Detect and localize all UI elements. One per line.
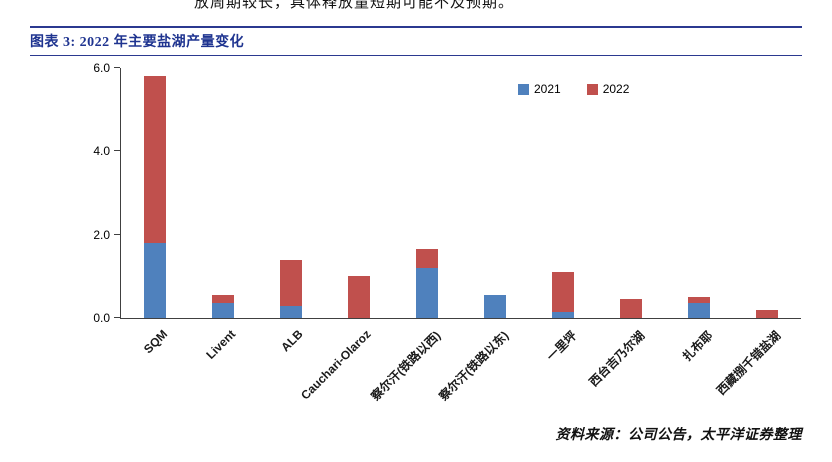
x-label-cell: 扎布耶	[664, 322, 732, 412]
x-axis-label: Livent	[203, 327, 238, 362]
legend-swatch-icon	[586, 83, 598, 95]
bar-segment-2021	[484, 295, 506, 318]
y-tick-label: 6.0	[93, 61, 110, 75]
x-label-cell: SQM	[120, 322, 188, 412]
body-text-line: 放周期较长，具体释放量短期可能不及预期。	[194, 0, 515, 11]
legend-item: 2022	[586, 82, 630, 96]
bar-stack	[620, 299, 642, 318]
source-note: 资料来源：公司公告，太平洋证券整理	[555, 428, 802, 443]
bar-column	[733, 68, 801, 318]
bar-segment-2021	[688, 303, 710, 318]
bar-column	[597, 68, 665, 318]
body-text-cropped: 放周期较长，具体释放量短期可能不及预期。	[194, 0, 514, 13]
bar-stack	[348, 276, 370, 318]
bar-segment-2021	[552, 311, 574, 318]
plot-area	[114, 67, 801, 319]
y-tick-mark	[114, 317, 120, 318]
bar-stack	[552, 272, 574, 318]
bar-column	[665, 68, 733, 318]
y-tick-mark	[114, 233, 120, 235]
x-axis-label: ALB	[278, 327, 306, 355]
x-axis-label: 一里坪	[543, 328, 580, 364]
legend: 2021 2022	[518, 82, 629, 96]
x-axis-labels: SQM Livent ALB Cauchari-Olaroz 察尔汗(铁路以西) 察尔汗(…	[120, 322, 800, 412]
bar-segment-2022	[280, 259, 302, 306]
x-label-cell: 西台吉乃尔湖	[586, 322, 664, 412]
bar-segment-2022	[144, 76, 166, 243]
bar-stack	[280, 259, 302, 318]
x-label-cell: ALB	[256, 322, 324, 412]
legend-label: 2021	[534, 82, 561, 96]
bar-segment-2021	[144, 243, 166, 318]
y-tick-label: 2.0	[93, 227, 110, 242]
bar-segment-2022	[756, 309, 778, 318]
x-label-cell: Livent	[188, 322, 256, 412]
x-label-cell: 一里坪	[528, 322, 596, 412]
bar-segment-2022	[348, 276, 370, 318]
bar-stack	[416, 249, 438, 318]
bar-column	[461, 68, 529, 318]
y-tick-mark	[114, 150, 120, 152]
x-label-cell: 察尔汗(铁路以东)	[436, 322, 528, 412]
bar-segment-2021	[280, 305, 302, 318]
figure-title-bar: 图表 3: 2022 年主要盐湖产量变化	[30, 26, 802, 56]
bar-column	[257, 68, 325, 318]
y-tick-label: 0.0	[93, 311, 110, 325]
bar-stack	[756, 309, 778, 318]
bar-segment-2022	[416, 249, 438, 268]
x-label-cell: 西藏捌千错盐湖	[714, 322, 800, 412]
y-axis-labels: 0.0 2.0 4.0 6.0	[30, 61, 110, 325]
y-tick-label: 4.0	[93, 144, 110, 159]
bar-segment-2022	[212, 295, 234, 304]
bar-segment-2021	[212, 303, 234, 318]
bar-stack	[144, 76, 166, 318]
bar-segment-2022	[620, 299, 642, 318]
bar-stack	[688, 297, 710, 318]
bar-column	[189, 68, 257, 318]
legend-item: 2021	[518, 82, 561, 96]
legend-swatch-icon	[518, 83, 529, 95]
bar-column	[325, 68, 393, 318]
bar-segment-2022	[552, 272, 574, 312]
bar-stack	[212, 295, 234, 318]
bar-segment-2022	[688, 297, 710, 304]
stacked-bar-chart: 0.0 2.0 4.0 6.0 SQM Livent ALB Cauchari-Olaroz…	[30, 56, 802, 412]
figure-title: 图表 3: 2022 年主要盐湖产量变化	[30, 35, 245, 50]
bar-column	[121, 68, 189, 318]
x-axis-label: 扎布耶	[679, 328, 716, 364]
bar-segment-2021	[416, 268, 438, 318]
bar-column	[529, 68, 597, 318]
bar-stack	[484, 295, 506, 318]
bar-column	[393, 68, 461, 318]
x-axis-label: SQM	[140, 327, 170, 357]
y-tick-mark	[114, 67, 120, 68]
legend-label: 2022	[602, 82, 630, 96]
